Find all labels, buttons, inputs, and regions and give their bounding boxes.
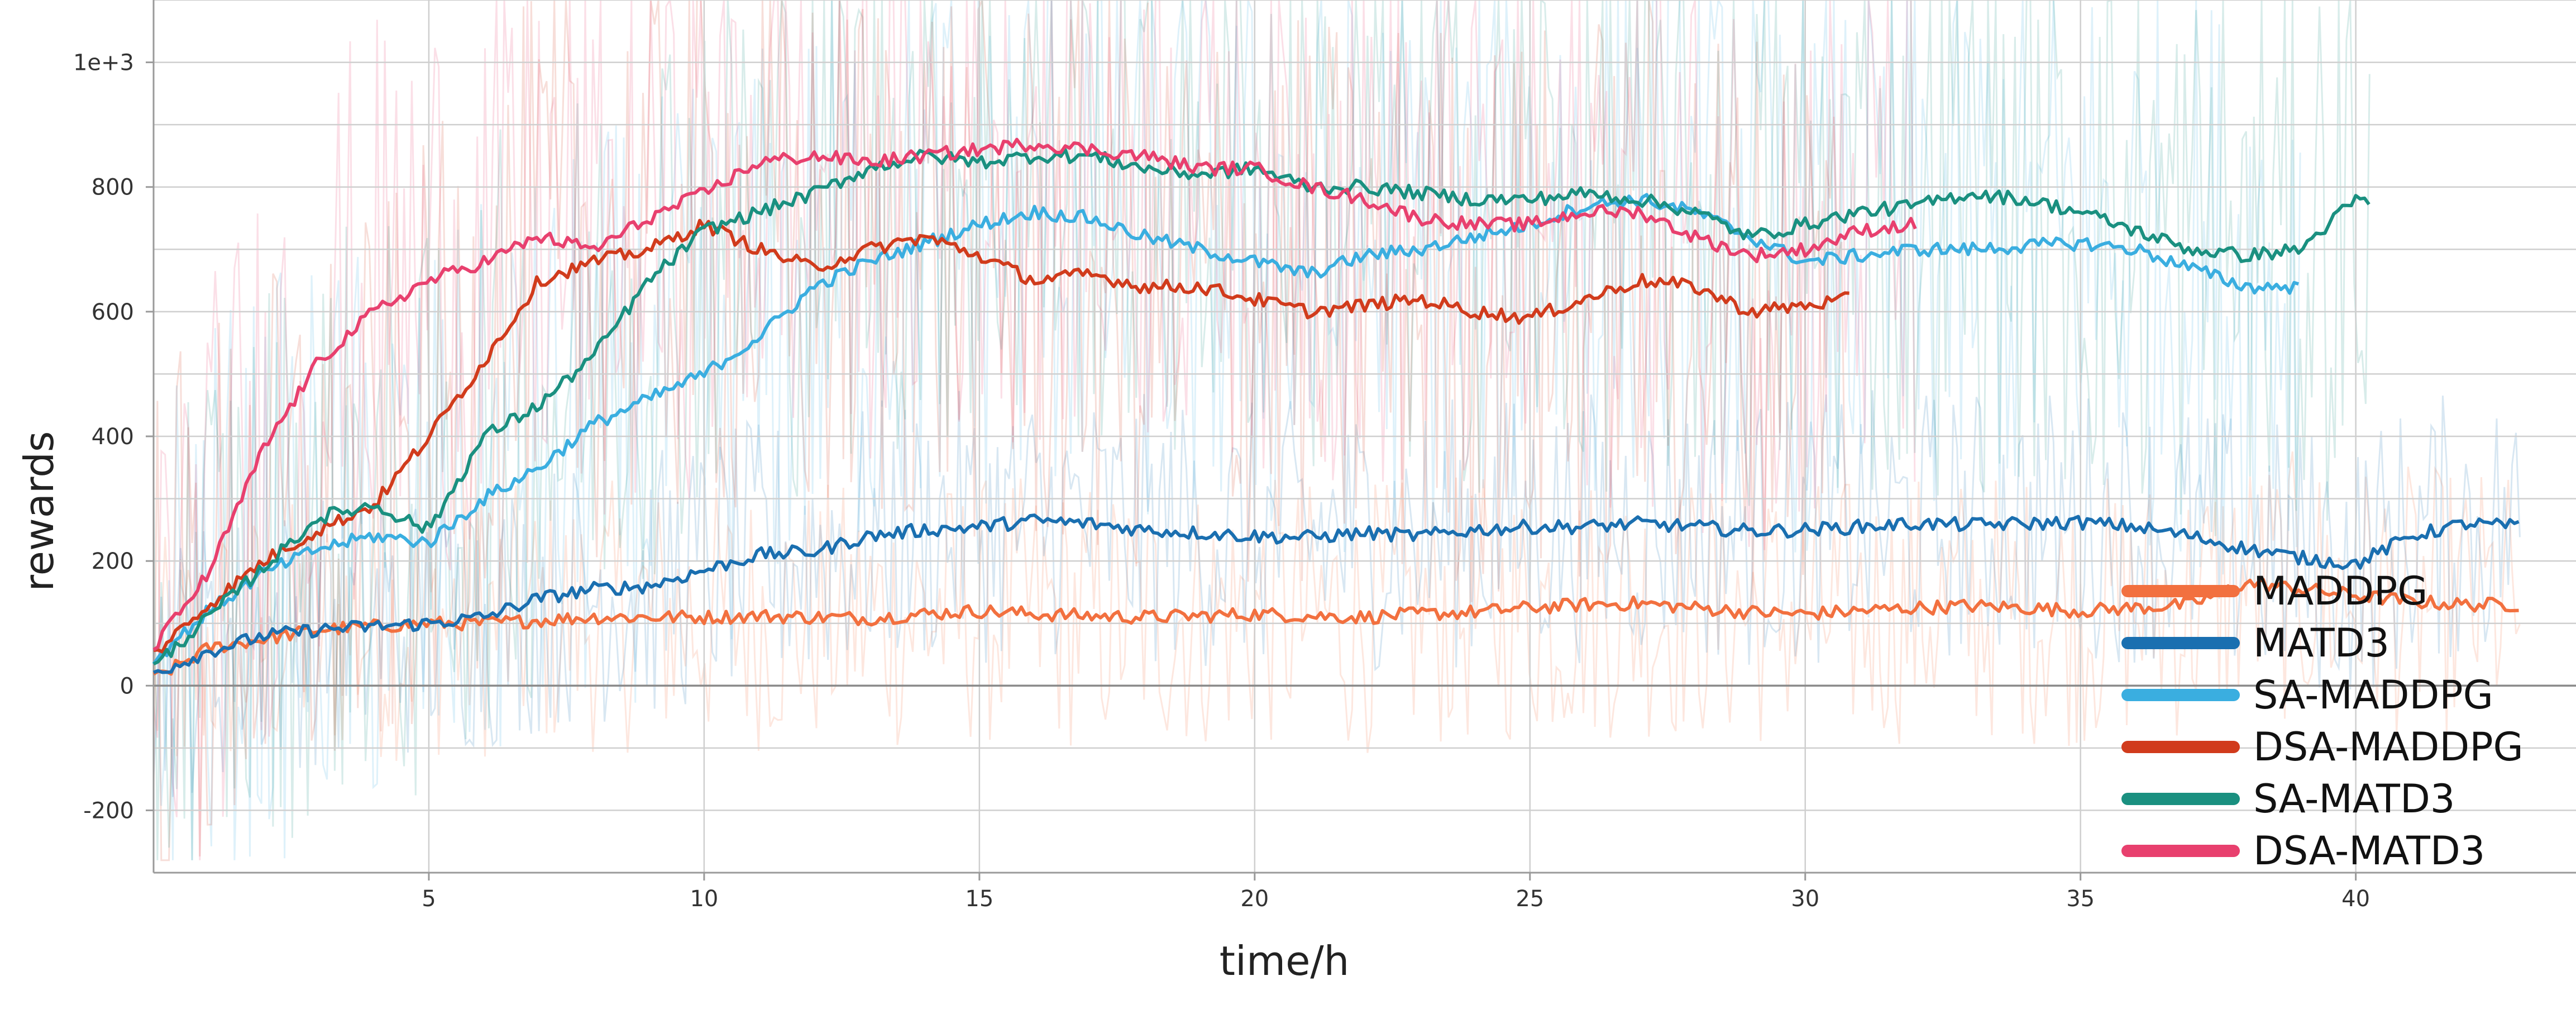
legend: MADDPG MATD3 SA-MADDPG DSA-MADDPG SA-MATD3 DS… — [2121, 568, 2524, 874]
x-tick-label: 15 — [965, 886, 993, 912]
raw-trace-matd3 — [152, 390, 2521, 797]
y-tick-label: 800 — [92, 175, 134, 201]
series-line-dsa-matd3 — [152, 137, 1917, 651]
raw-trace-sa-matd3 — [152, 0, 2371, 860]
series-line-maddpg — [152, 578, 2519, 676]
x-tick-label: 30 — [1791, 886, 1819, 912]
raw-reward-traces — [152, 0, 2521, 862]
x-tick-label: 25 — [1516, 886, 1544, 912]
x-tick-label: 5 — [422, 886, 436, 912]
legend-label: DSA-MADDPG — [2253, 724, 2524, 770]
x-tick-label: 40 — [2341, 886, 2370, 912]
y-tick-label: 400 — [92, 424, 134, 450]
legend-label: SA-MADDPG — [2253, 672, 2493, 718]
y-tick-label: 0 — [120, 673, 134, 699]
y-tick-label: 600 — [92, 299, 134, 325]
axes: -200 0 200 400 600 800 1e+3 5 10 15 20 25 30 35 40 — [73, 0, 2576, 912]
series-line-sa-matd3 — [152, 148, 2371, 666]
y-axis-label: rewards — [16, 431, 63, 592]
legend-label: DSA-MATD3 — [2253, 828, 2485, 874]
y-tick-label: 200 — [92, 549, 134, 574]
legend-label: MATD3 — [2253, 620, 2389, 666]
legend-label: SA-MATD3 — [2253, 776, 2455, 822]
x-axis-label: time/h — [1220, 937, 1350, 984]
raw-trace-dsa-maddpg — [152, 0, 1847, 862]
y-tick-label: 1e+3 — [73, 50, 134, 76]
legend-label: MADDPG — [2253, 568, 2428, 614]
y-tick-label: -200 — [83, 798, 134, 824]
x-tick-label: 35 — [2066, 886, 2095, 912]
series-line-matd3 — [152, 513, 2520, 674]
x-tick-label: 20 — [1240, 886, 1269, 912]
raw-trace-maddpg — [152, 451, 2521, 761]
raw-trace-dsa-matd3 — [152, 0, 1916, 860]
series-lines — [152, 137, 2520, 676]
x-tick-label: 10 — [690, 886, 718, 912]
raw-trace-sa-maddpg — [152, 0, 2301, 860]
series-line-dsa-maddpg — [153, 218, 1849, 654]
series-line-sa-maddpg — [152, 193, 2299, 665]
